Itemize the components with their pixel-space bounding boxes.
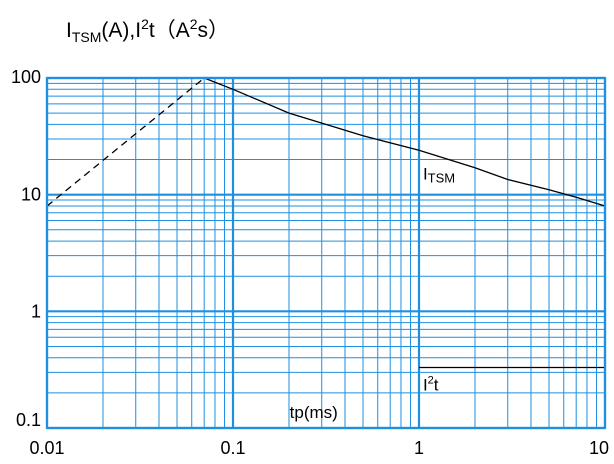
x-tick-label: 1 [414,438,424,458]
y-tick-label: 0.1 [16,410,41,430]
series-line-i-tsm-extension [46,77,205,207]
x-axis-label: tp(ms) [290,403,338,422]
x-tick-label: 0.01 [29,438,64,458]
series-label: I2t [423,374,439,394]
x-tick-label: 0.1 [220,438,245,458]
series [46,77,606,369]
y-tick-label: 10 [21,185,41,205]
x-tick-label: 10 [589,438,609,458]
labels: ITSM I2t tp(ms) 0.01 0.1 1 10 0.1 1 10 100 [11,67,609,458]
plot-frame [45,76,607,430]
grid [45,76,607,430]
y-tick-label: 100 [11,67,41,87]
chart-title: ITSM(A),I2t（A2s） [66,16,229,45]
title-text: ITSM(A),I2t（A2s） [66,16,229,45]
series-line-i-tsm [203,77,606,207]
y-tick-label: 1 [31,301,41,321]
series-label: ITSM [423,164,455,185]
